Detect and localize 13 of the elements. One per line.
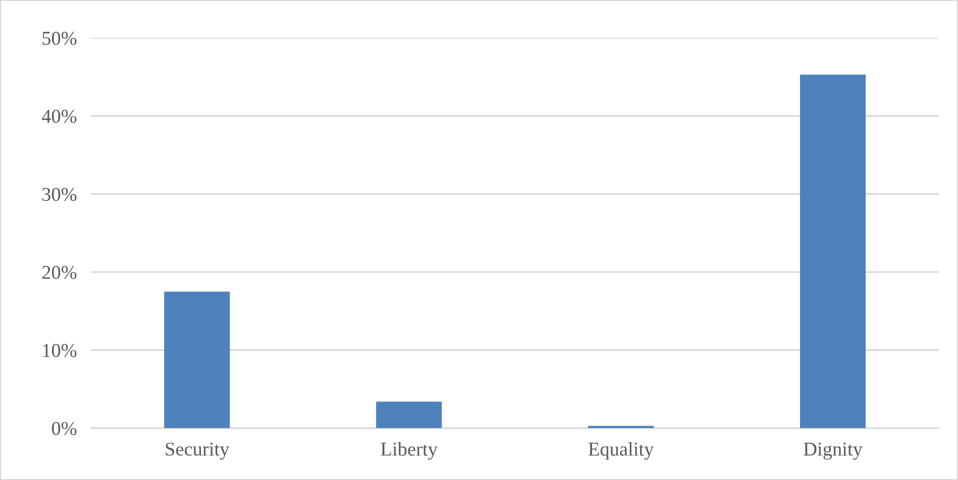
x-tick-label: Dignity [804,442,862,460]
bar [800,74,866,428]
y-tick-label: 20% [42,266,76,280]
bar [164,292,230,428]
y-tick-label: 40% [42,110,76,123]
y-tick-label: 10% [43,344,76,358]
x-tick-label: Liberty [380,442,438,460]
bar [376,402,442,428]
x-tick-label: Equality [588,442,654,460]
y-tick-label: 50% [42,32,76,45]
y-tick-label: 0% [52,422,76,436]
y-tick-label: 30% [42,188,76,202]
x-tick-label: Security [166,442,230,460]
